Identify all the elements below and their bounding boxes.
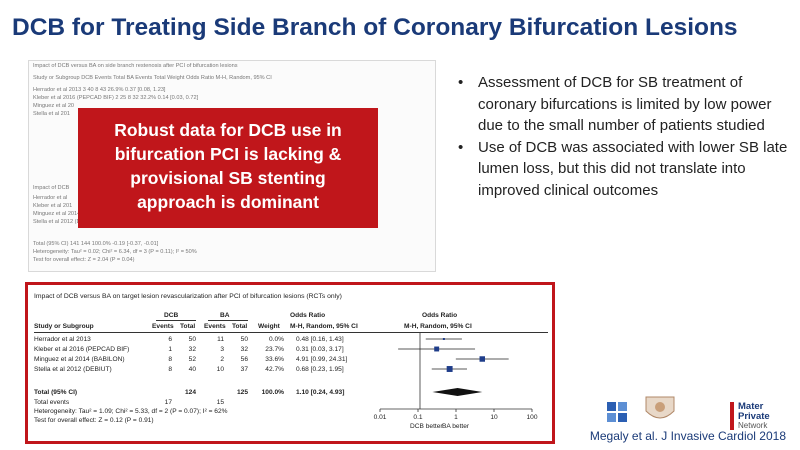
study-total-dcb: 52 <box>188 356 196 363</box>
plot1-total: Total (95% CI) 141 144 100.0% -0.19 [-0.… <box>33 241 159 247</box>
total-dcb: 124 <box>184 389 196 396</box>
study-total-dcb: 32 <box>188 346 196 353</box>
plot1-overall-effect: Test for overall effect: Z = 2.04 (P = 0… <box>33 257 135 263</box>
plot1-row: Herrador et al 2013 3 40 8 43 26.9% 0.37… <box>33 87 166 93</box>
study-events-dcb: 6 <box>168 336 172 343</box>
study-marker <box>446 366 453 372</box>
col-total-dcb: Total <box>180 323 196 330</box>
study-name: Minguez et al 2014 (BABILON) <box>34 356 125 363</box>
plot1-second-heading: Impact of DCB <box>33 185 70 191</box>
study-weight: 42.7% <box>265 366 284 373</box>
callout-line: bifurcation PCI is lacking & <box>114 144 342 164</box>
plot1-row2: Kleber et al 201 <box>33 203 73 209</box>
col-or-plot: M-H, Random, 95% CI <box>404 323 472 330</box>
pooled-diamond <box>432 388 483 396</box>
or-header-plot: Odds Ratio <box>422 312 458 319</box>
group-dcb-label: DCB <box>164 312 179 319</box>
group-underline <box>156 320 196 321</box>
study-events-ba: 11 <box>217 336 224 343</box>
axis-tick-label: 0.01 <box>374 414 387 421</box>
study-or: 0.68 [0.23, 1.95] <box>296 366 344 373</box>
group-underline <box>208 320 248 321</box>
bullet-list: Assessment of DCB for SB treatment of co… <box>458 72 794 202</box>
study-events-dcb: 8 <box>168 366 172 373</box>
forest-marks <box>398 338 509 396</box>
study-weight: 0.0% <box>268 336 284 343</box>
study-total-ba: 50 <box>240 336 248 343</box>
study-marker <box>434 346 440 352</box>
axis-tick-label: 1 <box>454 414 458 421</box>
plot1-headers: Study or Subgroup DCB Events Total BA Ev… <box>33 75 272 81</box>
mater-logo-line: Private <box>738 410 770 422</box>
total-events-label: Total events <box>34 399 70 406</box>
forest-plot-title: Impact of DCB versus BA on target lesion… <box>34 293 342 300</box>
tlr-forest-plot: Impact of DCB versus BA on target lesion… <box>25 282 555 444</box>
society-crest-icon <box>645 396 675 419</box>
axis-tick-label: 100 <box>526 414 537 421</box>
study-weight: 33.6% <box>265 356 284 363</box>
axis-tick-label: 10 <box>490 414 498 421</box>
header-rule <box>34 332 548 333</box>
total-or: 1.10 [0.24, 4.93] <box>296 389 345 396</box>
total-label: Total (95% CI) <box>34 389 78 396</box>
callout-line: approach is dominant <box>137 192 319 212</box>
col-weight: Weight <box>258 323 280 330</box>
citation: Megaly et al. J Invasive Cardiol 2018 <box>589 429 786 443</box>
study-total-ba: 56 <box>240 356 248 363</box>
col-events-ba: Events <box>204 323 226 330</box>
slide-title: DCB for Treating Side Branch of Coronary… <box>12 14 738 41</box>
hospital-logo-icon <box>607 402 627 422</box>
bullet-item: Assessment of DCB for SB treatment of co… <box>458 72 794 137</box>
group-ba-label: BA <box>220 312 230 319</box>
study-name: Stella et al 2012 (DEBIUT) <box>34 366 112 373</box>
forest-plot-graphic: 0.01 0.1 1 10 100 <box>374 333 538 421</box>
col-study: Study or Subgroup <box>34 323 94 330</box>
plot1-row2: Herrador et al <box>33 195 68 201</box>
mater-logo-line: Mater <box>738 401 764 412</box>
study-weight: 23.7% <box>265 346 284 353</box>
study-events-dcb: 8 <box>168 356 172 363</box>
study-marker <box>442 338 445 340</box>
study-events-dcb: 1 <box>168 346 172 353</box>
study-total-dcb: 40 <box>188 366 196 373</box>
study-or: 0.48 [0.16, 1.43] <box>296 336 344 343</box>
total-weight: 100.0% <box>261 389 284 396</box>
favours-dcb: DCB better <box>410 423 443 430</box>
col-events-dcb: Events <box>152 323 174 330</box>
study-total-dcb: 50 <box>188 336 196 343</box>
col-total-ba: Total <box>232 323 248 330</box>
key-message-callout: Robust data for DCB use in bifurcation P… <box>78 108 378 228</box>
callout-line: Robust data for DCB use in <box>114 120 342 140</box>
plot1-row: Stella et al 201 <box>33 111 71 117</box>
axis-tick-label: 0.1 <box>413 414 422 421</box>
study-or: 4.91 [0.99, 24.31] <box>296 356 348 363</box>
heterogeneity-text: Heterogeneity: Tau² = 1.09; Chi² = 5.33,… <box>34 408 228 415</box>
plot1-row: Kleber et al 2016 (PEPCAD BIF) 2 25 8 32… <box>33 95 199 101</box>
col-or: M-H, Random, 95% CI <box>290 323 358 330</box>
total-ba: 125 <box>236 389 248 396</box>
study-total-ba: 32 <box>240 346 248 353</box>
axis-ticks: 0.01 0.1 1 10 100 <box>374 409 538 421</box>
overall-effect-text: Test for overall effect: Z = 0.12 (P = 0… <box>34 417 154 424</box>
bullet-item: Use of DCB was associated with lower SB … <box>458 137 794 202</box>
mater-logo-bar <box>730 402 734 430</box>
total-events-ba: 15 <box>216 399 224 406</box>
total-events-dcb: 17 <box>164 399 172 406</box>
study-marker <box>479 356 486 362</box>
mater-logo-line: Network <box>738 421 768 430</box>
study-events-ba: 2 <box>220 356 224 363</box>
study-or: 0.31 [0.03, 3.17] <box>296 346 344 353</box>
plot1-row: Minguez et al 20 <box>33 103 75 109</box>
study-total-ba: 37 <box>240 366 248 373</box>
or-header: Odds Ratio <box>290 312 326 319</box>
plot1-heterogeneity: Heterogeneity: Tau² = 0.02; Chi² = 6.34,… <box>33 249 197 255</box>
plot1-heading: Impact of DCB versus BA on side branch r… <box>33 63 238 69</box>
favours-ba: BA better <box>442 423 470 430</box>
study-name: Kleber et al 2016 (PEPCAD BIF) <box>34 346 130 353</box>
callout-line: provisional SB stenting <box>130 168 326 188</box>
study-events-ba: 3 <box>220 346 224 353</box>
study-name: Herrador et al 2013 <box>34 336 91 343</box>
study-events-ba: 10 <box>216 366 224 373</box>
